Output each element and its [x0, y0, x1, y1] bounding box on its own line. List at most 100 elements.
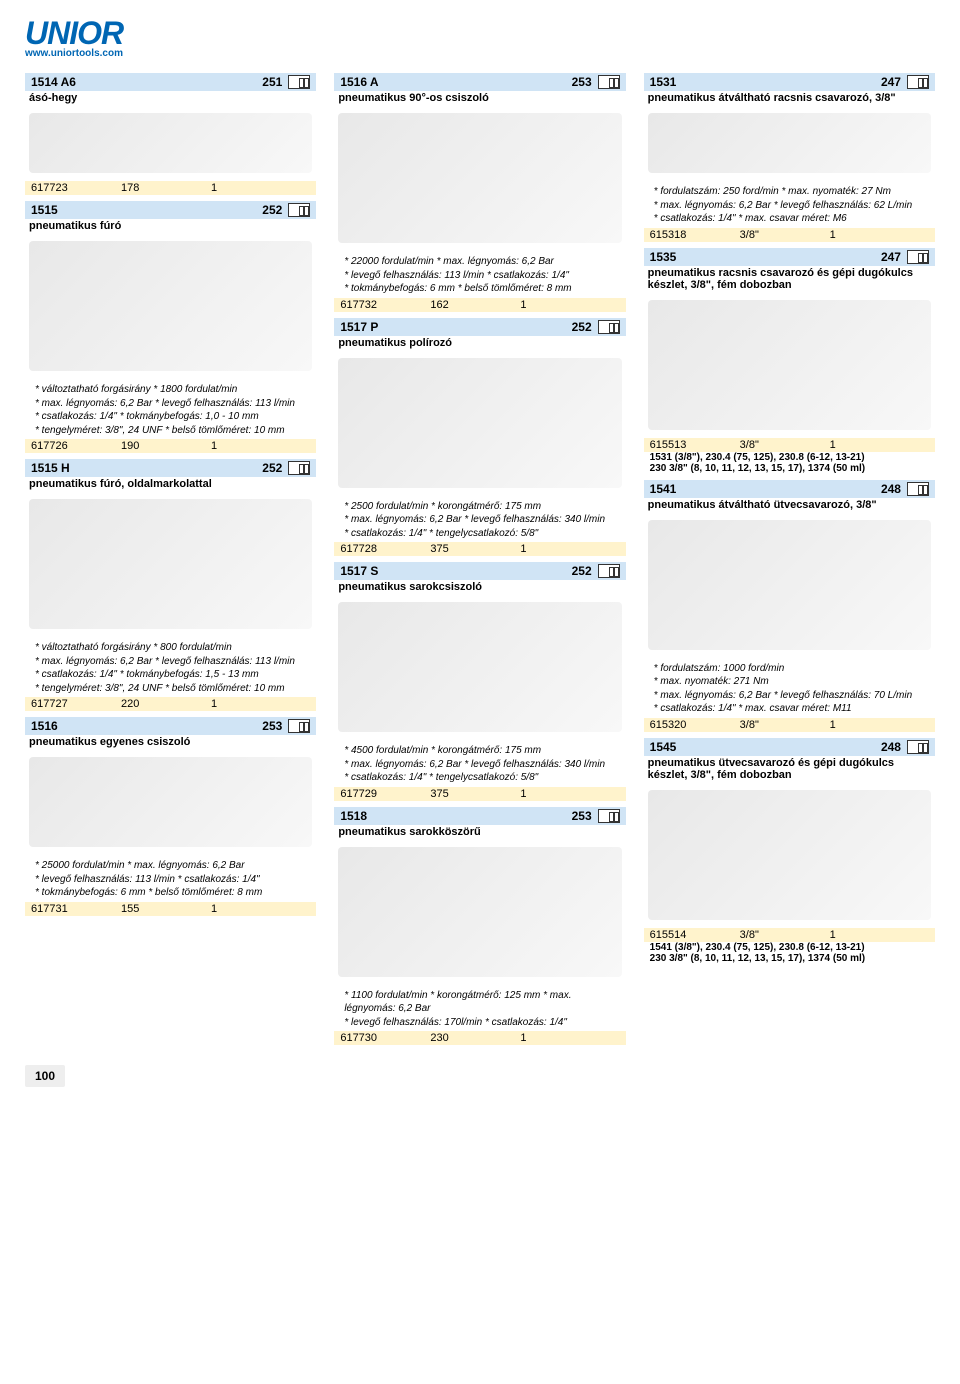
product-specs: * 25000 fordulat/min * max. légnyomás: 6… [25, 855, 316, 902]
logo-text: UNIOR [25, 15, 935, 52]
product-code: 1515 H [31, 461, 70, 475]
product-image [29, 113, 312, 173]
catalog-icon [288, 461, 310, 475]
product-desc: pneumatikus fúró, oldalmarkolattal [25, 477, 316, 491]
product-code: 1535 [650, 250, 677, 264]
product-specs: * 4500 fordulat/min * korongátmérő: 175 … [334, 740, 625, 787]
product-desc: pneumatikus sarokköszörű [334, 825, 625, 839]
product-desc: pneumatikus egyenes csiszoló [25, 735, 316, 749]
product-image [338, 602, 621, 732]
product-specs: * 2500 fordulat/min * korongátmérő: 175 … [334, 496, 625, 543]
page-ref: 251 [262, 75, 282, 89]
product-code: 1516 [31, 719, 58, 733]
product-header: 1517 P 252 [334, 318, 625, 336]
product-code: 1517 P [340, 320, 378, 334]
product-specs: * fordulatszám: 1000 ford/min * max. nyo… [644, 658, 935, 718]
table-row: 6177231781 [25, 181, 316, 195]
product-image [648, 113, 931, 173]
product-header: 1518 253 [334, 807, 625, 825]
product-code: 1541 [650, 482, 677, 496]
catalog-icon [907, 740, 929, 754]
product-desc: pneumatikus átváltható ütvecsavarozó, 3/… [644, 498, 935, 512]
product-header: 1514 A6 251 [25, 73, 316, 91]
product-specs: * változtatható forgásirány * 800 fordul… [25, 637, 316, 697]
table-row: 6177293751 [334, 787, 625, 801]
table-row: 6155143/8"1 [644, 928, 935, 942]
product-specs: * fordulatszám: 250 ford/min * max. nyom… [644, 181, 935, 228]
product-image [338, 358, 621, 488]
product-image [648, 300, 931, 430]
page-number-container: 100 [25, 1065, 935, 1087]
product-header: 1541 248 [644, 480, 935, 498]
page-ref: 247 [881, 75, 901, 89]
page-ref: 252 [262, 461, 282, 475]
table-row: 6177272201 [25, 697, 316, 711]
product-image [648, 790, 931, 920]
product-header: 1545 248 [644, 738, 935, 756]
product-specs: * 22000 fordulat/min * max. légnyomás: 6… [334, 251, 625, 298]
catalog-icon [288, 203, 310, 217]
page-ref: 252 [262, 203, 282, 217]
page-ref: 253 [572, 75, 592, 89]
product-header: 1516 A 253 [334, 73, 625, 91]
product-specs: * változtatható forgásirány * 1800 fordu… [25, 379, 316, 439]
product-contents: 1531 (3/8"), 230.4 (75, 125), 230.8 (6-1… [644, 452, 935, 474]
catalog-icon [598, 75, 620, 89]
catalog-icon [598, 564, 620, 578]
catalog-icon [288, 719, 310, 733]
product-desc: pneumatikus racsnis csavarozó és gépi du… [644, 266, 935, 292]
product-image [29, 499, 312, 629]
product-header: 1515 252 [25, 201, 316, 219]
page-ref: 252 [572, 564, 592, 578]
table-row: 6153203/8"1 [644, 718, 935, 732]
catalog-icon [907, 250, 929, 264]
column-1: 1514 A6 251 ásó-hegy 6177231781 1515 252… [25, 67, 316, 1045]
page-ref: 248 [881, 740, 901, 754]
product-code: 1545 [650, 740, 677, 754]
catalog-icon [288, 75, 310, 89]
product-header: 1535 247 [644, 248, 935, 266]
product-desc: pneumatikus ütvecsavarozó és gépi dugóku… [644, 756, 935, 782]
product-image [648, 520, 931, 650]
page-ref: 253 [262, 719, 282, 733]
product-code: 1531 [650, 75, 677, 89]
product-image [29, 241, 312, 371]
table-row: 6155133/8"1 [644, 438, 935, 452]
table-row: 6177321621 [334, 298, 625, 312]
product-specs: * 1100 fordulat/min * korongátmérő: 125 … [334, 985, 625, 1032]
page-ref: 248 [881, 482, 901, 496]
product-image [338, 847, 621, 977]
table-row: 6177261901 [25, 439, 316, 453]
table-row: 6177302301 [334, 1031, 625, 1045]
page-ref: 247 [881, 250, 901, 264]
page-ref: 253 [572, 809, 592, 823]
product-contents: 1541 (3/8"), 230.4 (75, 125), 230.8 (6-1… [644, 942, 935, 964]
table-row: 6153183/8"1 [644, 228, 935, 242]
catalog-icon [598, 809, 620, 823]
product-code: 1514 A6 [31, 75, 76, 89]
catalog-icon [598, 320, 620, 334]
product-desc: pneumatikus polírozó [334, 336, 625, 350]
product-code: 1518 [340, 809, 367, 823]
product-desc: pneumatikus sarokcsiszoló [334, 580, 625, 594]
product-code: 1517 S [340, 564, 378, 578]
page-number: 100 [25, 1065, 65, 1087]
page-ref: 252 [572, 320, 592, 334]
product-image [29, 757, 312, 847]
product-desc: ásó-hegy [25, 91, 316, 105]
product-desc: pneumatikus 90°-os csiszoló [334, 91, 625, 105]
product-header: 1515 H 252 [25, 459, 316, 477]
column-2: 1516 A 253 pneumatikus 90°-os csiszoló *… [334, 67, 625, 1045]
product-code: 1515 [31, 203, 58, 217]
column-3: 1531 247 pneumatikus átváltható racsnis … [644, 67, 935, 1045]
product-image [338, 113, 621, 243]
product-code: 1516 A [340, 75, 378, 89]
product-header: 1531 247 [644, 73, 935, 91]
product-header: 1517 S 252 [334, 562, 625, 580]
table-row: 6177311551 [25, 902, 316, 916]
catalog-icon [907, 482, 929, 496]
product-desc: pneumatikus átváltható racsnis csavarozó… [644, 91, 935, 105]
table-row: 6177283751 [334, 542, 625, 556]
product-desc: pneumatikus fúró [25, 219, 316, 233]
product-header: 1516 253 [25, 717, 316, 735]
